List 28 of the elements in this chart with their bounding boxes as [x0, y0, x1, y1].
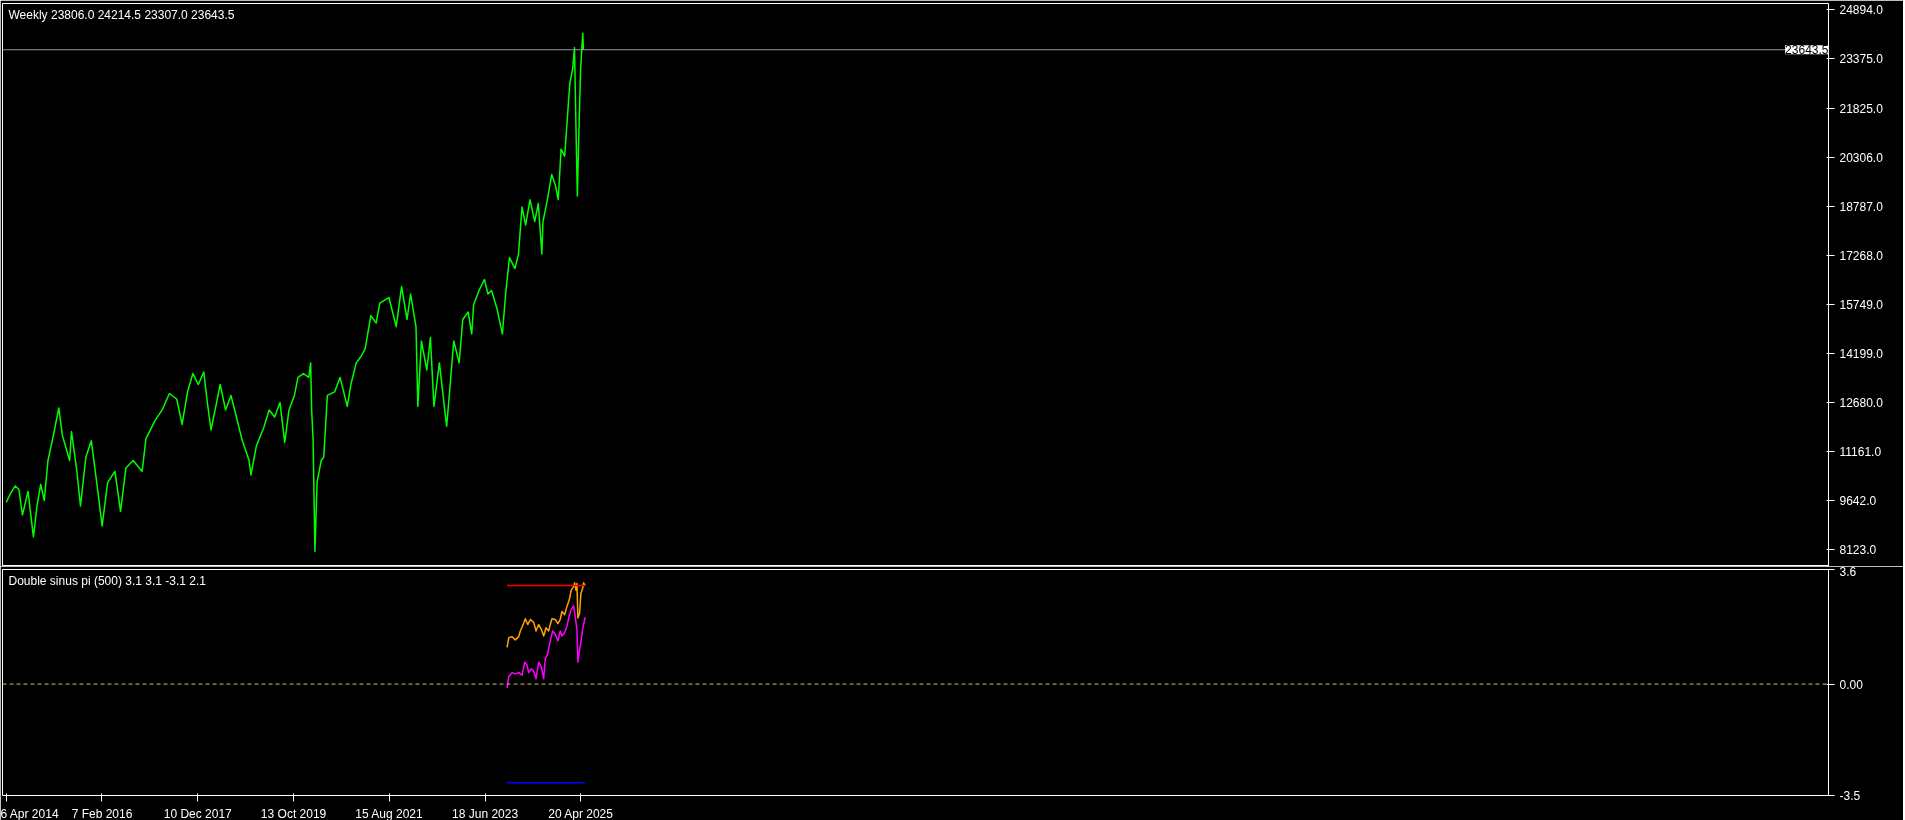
chart-title: Weekly 23806.0 24214.5 23307.0 23643.5	[8, 7, 235, 22]
x-tick-label: 20 Apr 2025	[548, 806, 614, 820]
line-series	[506, 582, 586, 649]
line-series	[5, 32, 585, 553]
x-tick-label: 13 Oct 2019	[260, 806, 327, 820]
y-tick-label: 0.00	[1839, 677, 1864, 692]
x-tick-label: 10 Dec 2017	[163, 806, 233, 820]
chart-title: Double sinus pi (500) 3.1 3.1 -3.1 2.1	[8, 573, 207, 588]
line-series	[506, 605, 586, 689]
y-tick-label: 11161.0	[1839, 445, 1882, 460]
x-tick-label: 18 Jun 2023	[452, 806, 519, 820]
y-tick-label: 24894.0	[1839, 2, 1884, 17]
y-tick-label: -3.5	[1839, 789, 1861, 803]
y-tick-label: 3.6	[1839, 564, 1857, 579]
x-tick-label: 6 Apr 2014	[0, 806, 59, 820]
x-tick-label: 7 Feb 2016	[71, 806, 133, 820]
y-tick-label: 20306.0	[1839, 150, 1884, 165]
y-tick-label: 18787.0	[1839, 199, 1884, 214]
ref-line-label: 23643.5	[1785, 43, 1829, 58]
y-tick-label: 14199.0	[1839, 347, 1884, 362]
y-tick-label: 15749.0	[1839, 297, 1884, 312]
y-tick-label: 9642.0	[1839, 494, 1877, 509]
x-tick-label: 15 Aug 2021	[355, 806, 424, 820]
y-tick-label: 21825.0	[1839, 101, 1884, 116]
y-tick-label: 8123.0	[1839, 543, 1877, 558]
y-tick-label: 23375.0	[1839, 51, 1884, 66]
y-tick-label: 12680.0	[1839, 396, 1884, 411]
y-tick-label: 17268.0	[1839, 248, 1884, 263]
